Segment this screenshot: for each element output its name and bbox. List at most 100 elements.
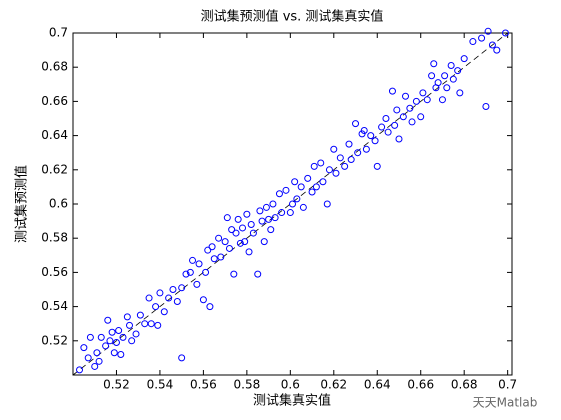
point — [484, 27, 492, 35]
y-tick-label: 0.6 — [49, 197, 68, 211]
point — [488, 41, 496, 49]
point — [399, 113, 407, 121]
point — [345, 140, 353, 148]
point — [215, 234, 223, 242]
point — [232, 229, 240, 237]
x-tick-label: 0.66 — [407, 378, 434, 392]
point — [265, 215, 273, 223]
x-tick-label: 0.56 — [190, 378, 217, 392]
point — [108, 328, 116, 336]
point — [91, 362, 99, 370]
point — [173, 297, 181, 305]
point — [447, 61, 455, 69]
point — [449, 75, 457, 83]
point — [228, 226, 236, 234]
point — [178, 354, 186, 362]
point — [482, 103, 490, 111]
point — [282, 186, 290, 194]
point — [289, 200, 296, 208]
point — [269, 200, 277, 208]
point — [254, 270, 262, 278]
point — [145, 294, 153, 302]
point — [441, 72, 449, 80]
point — [341, 162, 349, 170]
point — [443, 84, 451, 92]
point — [136, 311, 144, 319]
x-tick-label: 0.68 — [451, 378, 478, 392]
point — [165, 294, 173, 302]
point — [210, 255, 218, 263]
point — [195, 260, 203, 268]
point — [93, 349, 101, 357]
point — [204, 246, 212, 254]
point — [388, 87, 396, 95]
point — [347, 156, 355, 164]
chart-title: 测试集预测值 vs. 测试集真实值 — [201, 9, 384, 25]
point — [384, 128, 392, 136]
point — [154, 321, 162, 329]
y-tick-label: 0.66 — [41, 94, 68, 108]
y-tick-label: 0.64 — [41, 128, 68, 142]
y-tick-label: 0.56 — [41, 265, 68, 279]
point — [208, 243, 216, 251]
point — [128, 337, 136, 345]
point — [373, 162, 381, 170]
point — [406, 104, 414, 112]
point — [178, 284, 186, 292]
y-tick-label: 0.54 — [41, 299, 68, 313]
point — [221, 238, 229, 246]
y-tick-label: 0.7 — [49, 26, 68, 40]
point — [317, 159, 325, 167]
point — [393, 106, 401, 114]
point — [304, 174, 312, 182]
point — [267, 226, 275, 234]
point — [332, 169, 340, 177]
point — [308, 188, 316, 196]
point — [84, 354, 92, 362]
point — [262, 203, 270, 211]
point — [206, 303, 214, 311]
reference-line — [72, 32, 508, 376]
point — [152, 303, 160, 311]
x-tick-label: 0.62 — [320, 378, 347, 392]
point — [147, 320, 155, 328]
point — [456, 89, 464, 97]
point — [97, 333, 105, 341]
point — [469, 38, 477, 46]
point — [352, 120, 360, 128]
point — [460, 55, 468, 63]
point — [312, 183, 320, 191]
point — [325, 166, 333, 174]
point — [76, 366, 84, 374]
point — [271, 214, 279, 222]
y-tick-label: 0.68 — [41, 60, 68, 74]
point — [362, 145, 370, 153]
point — [241, 238, 249, 246]
point — [234, 215, 242, 223]
point — [256, 207, 264, 215]
point — [417, 113, 425, 121]
point — [408, 118, 416, 126]
point — [454, 67, 462, 75]
x-tick-label: 0.58 — [234, 378, 261, 392]
point — [258, 217, 266, 225]
point — [249, 229, 257, 237]
point — [310, 162, 318, 170]
point — [230, 270, 238, 278]
x-tick-label: 0.64 — [364, 378, 391, 392]
point — [80, 344, 88, 352]
point — [493, 46, 501, 54]
y-tick-label: 0.58 — [41, 231, 68, 245]
point — [299, 203, 307, 211]
point — [119, 333, 127, 341]
point — [239, 224, 247, 232]
point — [358, 130, 366, 138]
point — [141, 320, 149, 328]
point — [245, 248, 253, 256]
point — [243, 210, 251, 218]
point — [86, 333, 94, 341]
point — [275, 190, 283, 198]
point — [182, 270, 190, 278]
point — [438, 96, 446, 104]
